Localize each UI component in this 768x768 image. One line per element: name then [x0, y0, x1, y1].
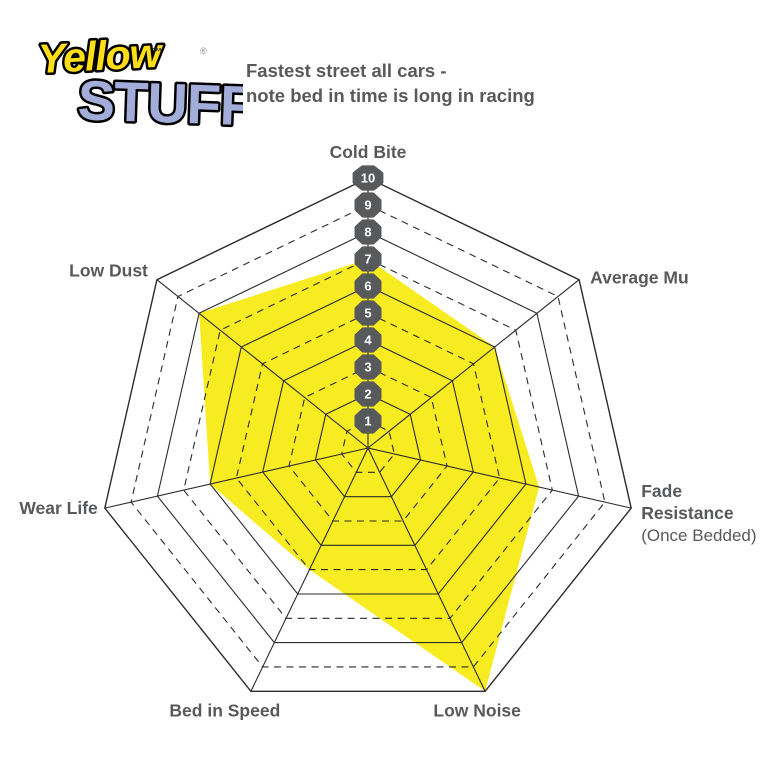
scale-badge-7: 7: [354, 246, 382, 272]
axis-label-low-dust: Low Dust: [69, 261, 148, 281]
grid-ring-4: [262, 339, 474, 546]
logo-word-stuff: STUFF: [77, 68, 243, 136]
scale-badge-10: 10: [352, 165, 384, 191]
scale-badge-shape: [354, 219, 382, 245]
scale-badge-label: 10: [361, 171, 375, 186]
axis-label-bed-in-speed: Bed in Speed: [169, 700, 280, 720]
scale-badge-shape: [354, 381, 382, 407]
axis-label-fade-resistance-line1: Fade: [641, 481, 682, 501]
scale-badge-shape: [354, 192, 382, 218]
grid-ring-9: [130, 204, 606, 668]
scale-badge-shape: [354, 273, 382, 299]
scale-badge-4: 4: [354, 327, 382, 353]
scale-badge-label: 4: [364, 333, 372, 348]
scale-badge-shape: [354, 354, 382, 380]
chart-caption-line1: Fastest street all cars -: [246, 60, 447, 81]
scale-badge-shape: [354, 300, 382, 326]
scale-badge-label: 8: [364, 225, 371, 240]
scale-badge-label: 9: [364, 198, 371, 213]
logo-trademark-symbol: ™: [152, 47, 162, 58]
logo-registered-symbol: ®: [200, 46, 207, 56]
scale-badge-label: 3: [364, 360, 371, 375]
grid-ring-8: [156, 231, 580, 644]
scale-badge-3: 3: [354, 354, 382, 380]
scale-badge-shape: [354, 327, 382, 353]
scale-badge-label: 7: [364, 252, 371, 267]
scale-badge-shape: [354, 246, 382, 272]
data-polygon: [199, 259, 540, 692]
grid-ring-6: [209, 285, 527, 595]
grid-ring-2: [314, 393, 422, 498]
grid-ring-3: [288, 366, 448, 522]
grid-ring-7: [183, 258, 553, 619]
axis-label-fade-resistance-line2: Resistance: [641, 503, 734, 523]
scale-badge-label: 6: [364, 279, 371, 294]
scale-badge-shape: [352, 165, 384, 191]
chart-caption-line2: note bed in time is long in racing: [246, 85, 535, 106]
scale-badge-shape: [354, 408, 382, 434]
scale-badge-1: 1: [354, 408, 382, 434]
axis-spoke-fade-resistance: [367, 447, 632, 509]
yellowstuff-logo-svg: Yellow ™ STUFF ®: [34, 27, 256, 140]
axis-label-fade-resistance-sublabel: (Once Bedded): [641, 526, 756, 545]
scale-badge-6: 6: [354, 273, 382, 299]
axis-spoke-low-noise: [367, 447, 486, 692]
scale-badge-label: 1: [364, 414, 371, 429]
axis-spoke-bed-in-speed: [250, 447, 369, 692]
scale-badge-9: 9: [354, 192, 382, 218]
axis-label-low-noise: Low Noise: [433, 700, 521, 720]
scale-badge-label: 2: [364, 387, 371, 402]
scale-badge-label: 5: [364, 306, 371, 321]
grid-ring-1: [341, 420, 395, 473]
axis-label-wear-life: Wear Life: [19, 498, 98, 518]
axis-label-average-mu: Average Mu: [590, 268, 689, 288]
axis-label-cold-bite: Cold Bite: [330, 142, 407, 162]
axis-spoke-average-mu: [367, 279, 580, 449]
yellowstuff-logo: Yellow ™ STUFF ®: [28, 24, 256, 141]
scale-badge-2: 2: [354, 381, 382, 407]
grid-ring-10: [104, 177, 632, 692]
logo-word-yellow: Yellow: [37, 30, 166, 83]
chart-caption: Fastest street all cars - note bed in ti…: [246, 58, 535, 108]
axis-spoke-low-dust: [156, 279, 369, 449]
scale-badge-8: 8: [354, 219, 382, 245]
axis-spoke-wear-life: [104, 447, 369, 509]
scale-badge-5: 5: [354, 300, 382, 326]
